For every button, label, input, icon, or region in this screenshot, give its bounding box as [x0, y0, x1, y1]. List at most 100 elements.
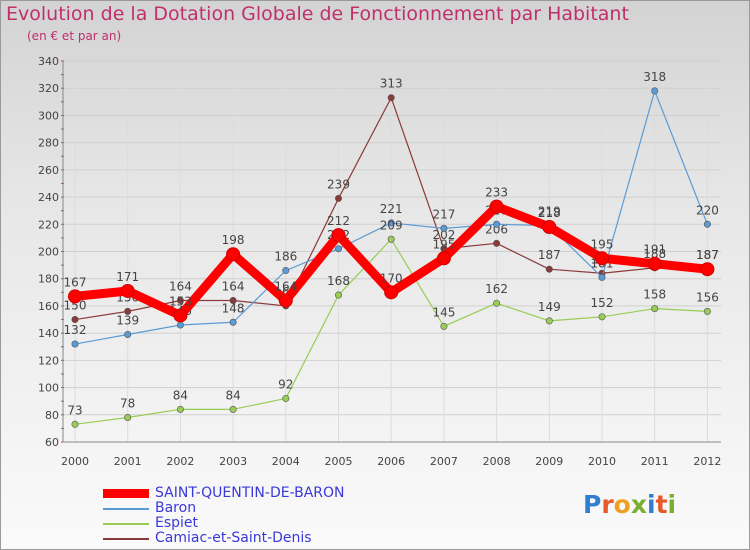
x-tick-label: 2000 [61, 455, 89, 468]
data-label-baron: 221 [380, 202, 403, 216]
data-label-baron: 318 [643, 70, 666, 84]
data-point-espiet [282, 394, 290, 402]
data-point-espiet [703, 307, 711, 315]
legend-swatch [103, 489, 149, 498]
data-point-baron [229, 318, 237, 326]
data-label-espiet: 149 [538, 300, 561, 314]
data-point-saint-quentin-de-baron [700, 262, 715, 277]
logo-letter: P [583, 490, 602, 519]
x-tick-label: 2010 [588, 455, 616, 468]
data-point-espiet [229, 405, 237, 413]
data-point-camiac-et-saint-denis [229, 296, 237, 304]
legend-label: SAINT-QUENTIN-DE-BARON [155, 485, 345, 501]
y-tick-label: 300 [38, 109, 59, 122]
data-point-saint-quentin-de-baron [173, 308, 188, 323]
data-label-espiet: 78 [120, 397, 135, 411]
data-label-espiet: 84 [225, 388, 240, 402]
data-point-espiet [176, 405, 184, 413]
data-point-saint-quentin-de-baron [436, 251, 451, 266]
data-label-camiac-et-saint-denis: 164 [222, 279, 245, 293]
logo-letter: o [613, 490, 631, 519]
y-tick-label: 220 [38, 218, 59, 231]
legend-label: Baron [155, 500, 197, 516]
data-point-camiac-et-saint-denis [334, 194, 342, 202]
data-point-espiet [545, 317, 553, 325]
chart-title: Evolution de la Dotation Globale de Fonc… [6, 3, 629, 25]
data-label-saint-quentin-de-baron: 218 [538, 206, 561, 220]
x-tick-label: 2006 [377, 455, 405, 468]
line-chart: 60 80 100 120 140 160 180 200 220 240 260 280 300 320… [38, 55, 721, 468]
data-point-baron [440, 224, 448, 232]
data-label-camiac-et-saint-denis: 206 [485, 222, 508, 236]
data-label-saint-quentin-de-baron: 195 [432, 237, 455, 251]
data-label-saint-quentin-de-baron: 187 [696, 248, 719, 262]
data-point-camiac-et-saint-denis [387, 94, 395, 102]
y-tick-label: 180 [38, 273, 59, 286]
x-tick-label: 2011 [641, 455, 669, 468]
data-point-espiet [71, 420, 79, 428]
data-label-saint-quentin-de-baron: 212 [327, 214, 350, 228]
data-point-espiet [440, 322, 448, 330]
data-label-espiet: 168 [327, 274, 350, 288]
x-tick-label: 2009 [535, 455, 563, 468]
data-point-camiac-et-saint-denis [71, 316, 79, 324]
data-point-espiet [493, 299, 501, 307]
chart-subtitle: (en € et par an) [27, 29, 122, 43]
data-point-baron [176, 321, 184, 329]
x-tick-label: 2004 [272, 455, 300, 468]
logo-letter: t [655, 490, 668, 519]
data-label-espiet: 145 [432, 305, 455, 319]
data-point-baron [282, 267, 290, 275]
y-tick-label: 260 [38, 164, 59, 177]
x-tick-label: 2003 [219, 455, 247, 468]
data-point-saint-quentin-de-baron [68, 289, 82, 304]
legend-swatch [103, 538, 149, 540]
data-point-baron [493, 220, 501, 228]
y-tick-label: 80 [45, 409, 59, 422]
data-point-espiet [651, 305, 659, 313]
data-label-saint-quentin-de-baron: 171 [116, 270, 139, 284]
data-label-espiet: 84 [173, 388, 188, 402]
y-tick-label: 140 [38, 327, 59, 340]
data-point-saint-quentin-de-baron [384, 285, 399, 300]
logo-letter: i [647, 490, 656, 519]
data-point-baron [703, 220, 711, 228]
x-tick-label: 2012 [693, 455, 721, 468]
data-point-camiac-et-saint-denis [124, 307, 132, 315]
data-label-saint-quentin-de-baron: 198 [222, 233, 245, 247]
data-label-camiac-et-saint-denis: 188 [643, 247, 666, 261]
logo-letter: x [630, 490, 647, 519]
data-label-saint-quentin-de-baron: 170 [380, 271, 403, 285]
data-label-camiac-et-saint-denis: 164 [169, 279, 192, 293]
data-label-baron: 217 [432, 207, 455, 221]
y-tick-label: 340 [38, 55, 59, 68]
data-point-baron [334, 245, 342, 253]
data-label-baron: 220 [696, 203, 719, 217]
data-label-espiet: 92 [278, 377, 293, 391]
data-label-saint-quentin-de-baron: 191 [643, 243, 666, 257]
data-point-saint-quentin-de-baron [542, 220, 557, 235]
data-label-camiac-et-saint-denis: 313 [380, 77, 403, 91]
legend-label: Camiac-et-Saint-Denis [155, 530, 312, 546]
legend-swatch [103, 508, 149, 510]
data-label-espiet: 158 [643, 288, 666, 302]
logo-letter: r [601, 490, 614, 519]
data-label-baron: 132 [64, 323, 87, 337]
y-tick-label: 160 [38, 300, 59, 313]
data-label-camiac-et-saint-denis: 187 [538, 248, 561, 262]
data-point-saint-quentin-de-baron [278, 293, 293, 308]
y-tick-label: 60 [45, 436, 59, 449]
proxiti-logo: Proxiti [583, 490, 676, 519]
data-point-camiac-et-saint-denis [493, 239, 501, 247]
data-point-baron [387, 219, 395, 227]
y-tick-label: 280 [38, 137, 59, 150]
data-label-camiac-et-saint-denis: 150 [64, 299, 87, 313]
y-tick-label: 240 [38, 191, 59, 204]
data-label-camiac-et-saint-denis: 202 [432, 228, 455, 242]
logo-letter: i [667, 490, 677, 519]
data-point-saint-quentin-de-baron [647, 256, 662, 271]
y-tick-label: 100 [38, 382, 59, 395]
data-point-espiet [387, 235, 395, 243]
data-label-saint-quentin-de-baron: 167 [64, 275, 87, 289]
